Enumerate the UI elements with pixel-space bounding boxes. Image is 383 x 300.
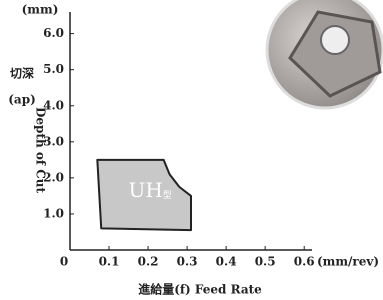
x-tick-label: 0.2 xyxy=(138,255,159,269)
x-tick-label: 0.1 xyxy=(99,255,120,269)
chart: (mm) 切深 (ap) Depth of Cut 進給量(f) Feed Ra… xyxy=(0,0,383,300)
y-tick-label: 1.0 xyxy=(43,206,64,220)
y-label-cn: 切深 xyxy=(10,66,34,81)
x-label: 進給量(f) Feed Rate xyxy=(138,282,262,297)
y-tick-label: 6.0 xyxy=(43,26,64,40)
y-tick-label: 4.0 xyxy=(43,98,64,112)
region-label-suffix: 型 xyxy=(163,189,172,200)
y-tick-label: 3.0 xyxy=(43,134,64,148)
x-tick-label: 0 xyxy=(60,255,68,269)
y-unit: (mm) xyxy=(22,3,59,17)
x-tick-label: 0.3 xyxy=(177,255,198,269)
x-tick-label: 0.4 xyxy=(216,255,237,269)
y-tick-label: 5.0 xyxy=(43,62,64,76)
y-tick-label: 2.0 xyxy=(43,170,64,184)
x-tick-label: 0.6 xyxy=(294,255,315,269)
x-unit: (mm/rev) xyxy=(317,255,379,269)
region-label-main: UH xyxy=(128,177,162,201)
insert-photo xyxy=(267,0,383,108)
page: (mm) 切深 (ap) Depth of Cut 進給量(f) Feed Ra… xyxy=(0,0,383,300)
y-label-sym: (ap) xyxy=(8,93,36,107)
x-tick-label: 0.5 xyxy=(255,255,276,269)
